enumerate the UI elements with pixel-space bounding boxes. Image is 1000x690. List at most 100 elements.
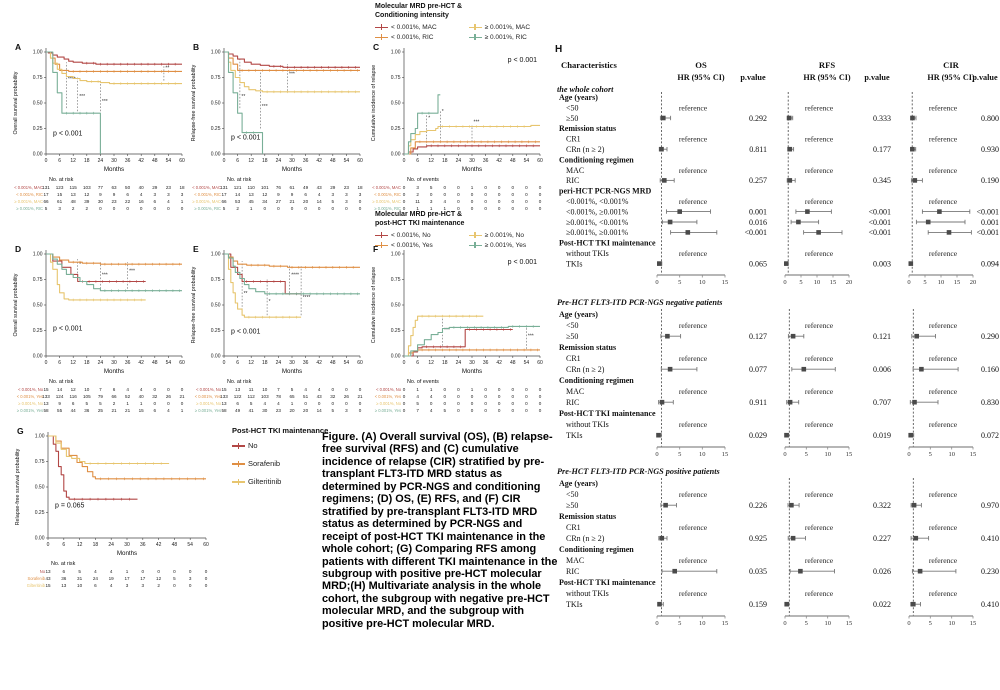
risk-value: 0 <box>444 401 447 406</box>
risk-value: 0 <box>403 206 406 211</box>
risk-value: 29 <box>152 185 158 190</box>
risk-value: 55 <box>57 408 63 413</box>
svg-text:0: 0 <box>45 158 48 164</box>
svg-text:36: 36 <box>303 360 309 366</box>
risk-value: 0 <box>189 569 192 574</box>
svg-text:36: 36 <box>125 158 131 164</box>
svg-text:60: 60 <box>537 360 543 366</box>
risk-value: 24 <box>93 576 99 581</box>
svg-text:0: 0 <box>783 279 786 286</box>
risk-row-label: ≥ 0.001%, MAC <box>14 199 43 204</box>
risk-value: 21 <box>357 394 363 399</box>
censor-marks-red <box>85 61 177 66</box>
risk-value: 18 <box>179 185 185 190</box>
risk-value: 50 <box>125 185 131 190</box>
forest-row-label: MAC <box>566 556 584 565</box>
legend-entry-label: < 0.001%, MAC <box>391 23 437 31</box>
risk-value: 1 <box>181 199 184 204</box>
svg-text:24: 24 <box>276 360 282 366</box>
svg-text:1.00: 1.00 <box>391 252 401 258</box>
risk-value: 6 <box>94 583 97 588</box>
risk-value: 0 <box>457 394 460 399</box>
hr-marker <box>937 209 942 214</box>
risk-value: 9 <box>291 192 294 197</box>
risk-value: 29 <box>330 185 336 190</box>
svg-text:0.50: 0.50 <box>211 303 221 309</box>
svg-text:0.50: 0.50 <box>35 485 45 491</box>
risk-row-label: < 0.001%, No <box>18 387 44 392</box>
risk-value: 3 <box>359 192 362 197</box>
svg-text:0: 0 <box>783 451 786 458</box>
x-axis-label: Months <box>282 166 302 173</box>
risk-value: 0 <box>512 199 515 204</box>
censor-marks-yellow <box>71 298 143 302</box>
km-chart-A: A0.000.250.500.751.000 6 12 18 24 30 36 42 48 54 6… <box>13 42 185 211</box>
risk-value: 0 <box>403 394 406 399</box>
risk-value: 7 <box>416 408 419 413</box>
risk-value: 3 <box>126 583 129 588</box>
hr-marker <box>910 146 915 152</box>
risk-value: 0 <box>498 206 501 211</box>
risk-row-label: ≥ 0.001%, Yes <box>195 408 221 413</box>
p-value: 0.292 <box>749 114 767 123</box>
risk-value: 79 <box>98 394 104 399</box>
risk-value: 122 <box>234 394 242 399</box>
risk-value: 103 <box>261 394 269 399</box>
svg-text:0.50: 0.50 <box>33 303 43 309</box>
p-value: 0.065 <box>749 259 767 268</box>
km-curve-yellow <box>48 435 170 465</box>
risk-row-label: ≥ 0.001%, Yes <box>17 408 43 413</box>
p-value: 0.190 <box>981 176 999 185</box>
risk-value: 0 <box>525 387 528 392</box>
hr-marker <box>816 230 821 235</box>
risk-value: 0 <box>539 401 542 406</box>
risk-value: 5 <box>291 387 294 392</box>
svg-text:42: 42 <box>138 158 144 164</box>
risk-value: 0 <box>484 185 487 190</box>
p-value: <0.001 <box>976 228 999 237</box>
risk-value: 0 <box>403 199 406 204</box>
risk-value: 0 <box>484 192 487 197</box>
risk-value: 3 <box>332 192 335 197</box>
hr-marker <box>663 502 668 508</box>
p-value: <0.001 <box>868 228 891 237</box>
risk-value: 0 <box>173 569 176 574</box>
risk-value: 10 <box>77 583 83 588</box>
risk-value: 0 <box>205 569 208 574</box>
risk-value: 13 <box>43 401 49 406</box>
svg-text:18: 18 <box>84 158 90 164</box>
risk-row-label: < 0.001%, MAC <box>192 185 221 190</box>
hr-marker <box>790 535 796 541</box>
risk-value: 32 <box>152 394 158 399</box>
hr-marker <box>801 366 807 372</box>
x-axis-label: Months <box>282 368 302 375</box>
svg-text:0.00: 0.00 <box>33 354 43 360</box>
risk-value: 0 <box>403 387 406 392</box>
risk-value: 17 <box>140 576 146 581</box>
hr-marker <box>911 502 917 508</box>
p-value: p < 0.001 <box>231 329 260 336</box>
km-curve-green <box>224 51 264 154</box>
risk-value: 58 <box>221 408 227 413</box>
forest-group-label: Conditioning regimen <box>559 376 634 385</box>
svg-text:0: 0 <box>223 158 226 164</box>
risk-value: 34 <box>262 199 268 204</box>
risk-row-label: < 0.001%, Yes <box>375 394 401 399</box>
p-value: 0.029 <box>749 431 767 440</box>
risk-value: 0 <box>430 401 433 406</box>
risk-value: 6 <box>304 192 307 197</box>
risk-value: 3 <box>58 206 61 211</box>
risk-value: 1 <box>250 206 253 211</box>
p-value: p < 0.001 <box>508 259 537 266</box>
p-value: 0.811 <box>749 145 767 154</box>
forest-row-label: CR1 <box>566 523 581 532</box>
risk-value: 51 <box>303 394 309 399</box>
p-value: 0.094 <box>981 259 999 268</box>
svg-text:54: 54 <box>166 360 172 366</box>
hr-marker <box>656 432 661 438</box>
x-axis-label: Months <box>117 550 137 557</box>
hr-marker <box>784 601 789 607</box>
censor-marks-green <box>245 131 255 134</box>
risk-value: 15 <box>43 387 49 392</box>
svg-text:10: 10 <box>699 279 706 286</box>
